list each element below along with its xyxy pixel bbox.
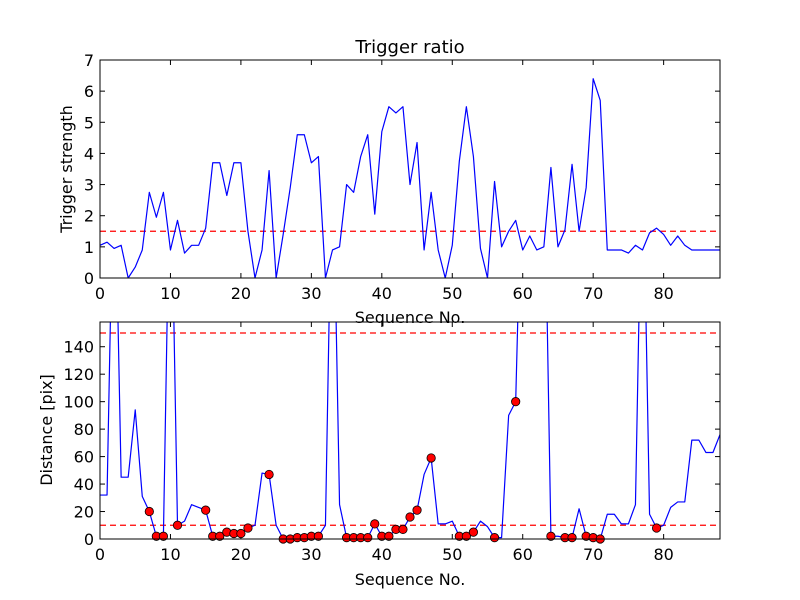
x-tick-label: 60 [513, 545, 533, 564]
y-tick-label: 7 [84, 51, 94, 70]
x-tick-label: 30 [301, 545, 321, 564]
x-tick-label: 20 [231, 284, 251, 303]
y-tick-label: 100 [63, 393, 94, 412]
x-tick-label: 70 [583, 545, 603, 564]
y-tick-label: 120 [63, 365, 94, 384]
y-tick-label: 4 [84, 144, 94, 163]
data-point [158, 531, 169, 541]
x-axis-label: Sequence No. [355, 570, 466, 589]
data-markers [144, 397, 662, 544]
x-tick-label: 70 [583, 284, 603, 303]
data-series [100, 78, 720, 278]
data-point [370, 519, 380, 529]
x-tick-label: 30 [301, 284, 321, 303]
data-point [384, 531, 394, 541]
data-point [412, 505, 422, 515]
y-tick-label: 2 [84, 207, 94, 226]
x-tick-label: 40 [372, 545, 392, 564]
axis-ticks: 0 10 20 30 40 50 60 70 80 0 1 2 3 4 5 6 7 [84, 51, 720, 303]
y-tick-label: 0 [84, 530, 94, 549]
y-tick-label: 140 [63, 338, 94, 357]
y-tick-label: 3 [84, 176, 94, 195]
data-point [398, 524, 408, 534]
data-point [461, 531, 471, 541]
y-tick-label: 60 [74, 448, 94, 467]
x-axis-label: Sequence No. [355, 308, 466, 327]
plot-frame [99, 321, 721, 540]
x-tick-label: 50 [442, 545, 462, 564]
data-point [363, 533, 373, 543]
plot-frame [99, 59, 721, 279]
x-tick-label: 80 [653, 545, 673, 564]
distance-chart: 0 10 20 30 40 50 60 70 80 0 20 40 60 80 100 120 140 Sequ… [37, 321, 721, 589]
x-tick-label: 20 [231, 545, 251, 564]
data-point [313, 531, 324, 541]
data-point [243, 523, 253, 533]
x-tick-label: 80 [653, 284, 673, 303]
x-tick-label: 40 [372, 284, 392, 303]
y-tick-label: 40 [74, 475, 94, 494]
data-point [511, 397, 521, 407]
data-point [489, 533, 500, 543]
x-tick-label: 0 [95, 545, 105, 564]
y-tick-label: 20 [74, 503, 94, 522]
axis-ticks: 0 10 20 30 40 50 60 70 80 0 20 40 60 80 100 120 140 [63, 322, 720, 564]
data-point [215, 531, 225, 541]
series-line [100, 78, 720, 278]
data-point [651, 523, 662, 533]
data-point [567, 533, 577, 543]
data-point [201, 505, 211, 515]
x-tick-label: 0 [95, 284, 105, 303]
data-point [264, 469, 274, 480]
y-axis-label: Trigger strength [57, 105, 76, 234]
x-tick-label: 50 [442, 284, 462, 303]
x-tick-label: 10 [160, 545, 180, 564]
y-tick-label: 5 [84, 113, 94, 132]
data-point [546, 531, 556, 541]
x-tick-label: 10 [160, 284, 180, 303]
y-axis-label: Distance [pix] [37, 374, 56, 486]
data-point [172, 520, 183, 530]
data-point [144, 506, 154, 517]
chart-title: Trigger ratio [354, 37, 464, 58]
y-tick-label: 0 [84, 269, 94, 288]
data-point [236, 528, 246, 539]
y-tick-label: 1 [84, 238, 94, 257]
y-tick-label: 80 [74, 420, 94, 439]
data-point [426, 453, 436, 463]
y-tick-label: 6 [84, 82, 94, 101]
x-tick-label: 60 [513, 284, 533, 303]
data-point [405, 512, 415, 522]
threshold-lines [100, 332, 720, 526]
data-point [468, 527, 479, 537]
